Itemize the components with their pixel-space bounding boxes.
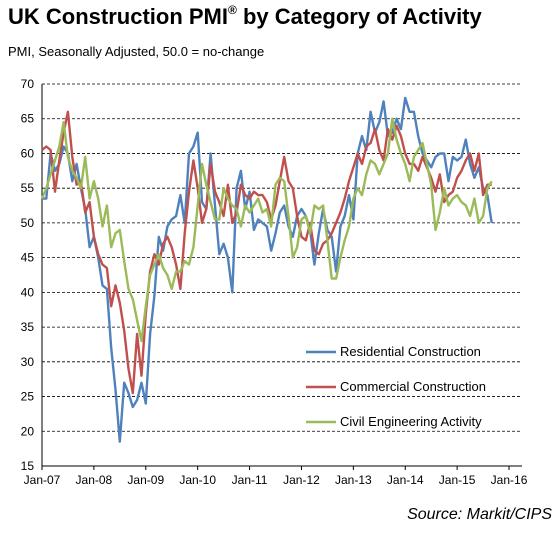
chart-title-main: UK Construction PMI (8, 4, 228, 29)
gridlines (42, 83, 522, 432)
series-line-residential-construction (42, 96, 493, 443)
y-tick-label: 15 (21, 459, 35, 473)
chart-title-rest: by Category of Activity (236, 4, 482, 29)
y-tick-label: 20 (21, 424, 35, 438)
legend-label: Civil Engineering Activity (340, 414, 482, 429)
y-tick-label: 50 (21, 216, 35, 230)
x-tick-label: Jan-15 (439, 473, 476, 487)
registered-mark: ® (228, 2, 237, 17)
y-tick-label: 70 (21, 77, 35, 91)
legend: Residential Construction Commercial Const… (306, 344, 486, 429)
series-line-civil-engineering-activity (40, 117, 493, 343)
chart-title: UK Construction PMI® by Category of Acti… (8, 2, 482, 30)
y-tick-label: 35 (21, 320, 35, 334)
axes: 15 20 25 30 35 40 45 50 55 60 65 70 Jan-07 Jan-08 Jan-… (21, 77, 528, 487)
y-tick-label: 25 (21, 390, 35, 404)
y-tick-label: 55 (21, 181, 35, 195)
x-tick-label: Jan-14 (387, 473, 424, 487)
x-tick-label: Jan-10 (179, 473, 216, 487)
series-line-commercial-construction (41, 110, 492, 395)
legend-label: Commercial Construction (340, 379, 486, 394)
legend-label: Residential Construction (340, 344, 481, 359)
x-tick-label: Jan-12 (283, 473, 320, 487)
y-tick-label: 45 (21, 251, 35, 265)
y-tick-label: 65 (21, 112, 35, 126)
x-tick-label: Jan-13 (335, 473, 372, 487)
series-lines (40, 96, 493, 443)
source-note: Source: Markit/CIPS (407, 506, 552, 523)
x-tick-label: Jan-09 (127, 473, 164, 487)
y-tick-label: 40 (21, 285, 35, 299)
x-tick-label: Jan-07 (24, 473, 61, 487)
x-tick-label: Jan-11 (232, 473, 268, 487)
y-tick-label: 60 (21, 146, 35, 160)
y-tick-label: 30 (21, 355, 35, 369)
chart-subtitle: PMI, Seasonally Adjusted, 50.0 = no-chan… (8, 44, 265, 59)
x-tick-label: Jan-08 (76, 473, 113, 487)
x-tick-label: Jan-16 (491, 473, 528, 487)
